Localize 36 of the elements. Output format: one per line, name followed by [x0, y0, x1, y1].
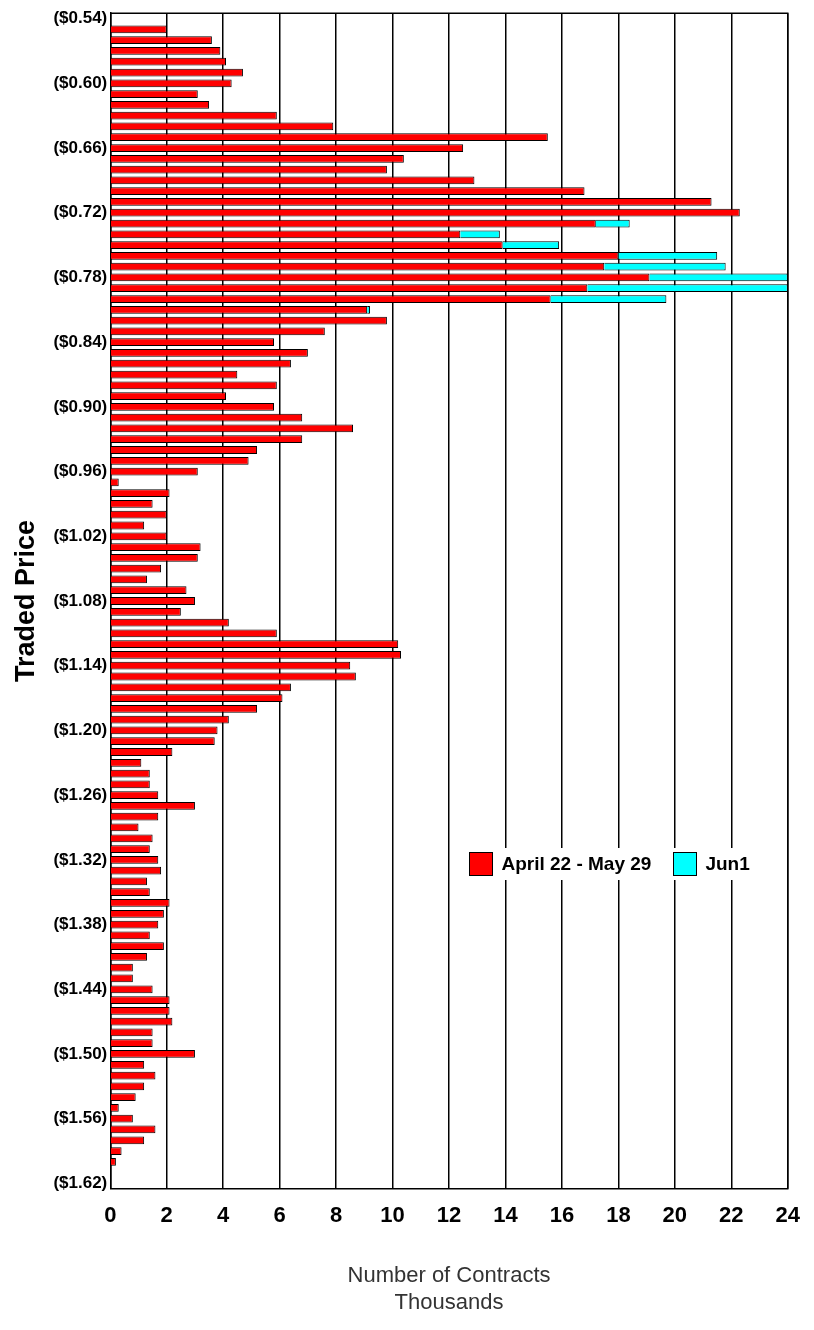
x-tick-label: 4 — [217, 1202, 231, 1228]
y-tick-label: ($1.50) — [53, 1043, 108, 1063]
x-tick-label: 2 — [160, 1202, 173, 1228]
x-tick-label: 18 — [606, 1202, 631, 1228]
y-tick-label: ($1.08) — [53, 590, 108, 610]
y-tick-label: ($1.32) — [53, 849, 108, 869]
x-tick-label: 10 — [380, 1202, 405, 1228]
x-tick-label: 24 — [775, 1202, 801, 1228]
x-tick-label: 0 — [104, 1202, 117, 1228]
y-tick-label: ($0.78) — [53, 267, 108, 287]
y-axis-title: Traded Price — [9, 519, 40, 683]
y-tick-label: ($1.02) — [53, 525, 108, 545]
legend-label: April 22 - May 29 — [501, 852, 652, 875]
y-tick-label: ($0.66) — [53, 137, 108, 157]
y-tick-label: ($0.72) — [53, 202, 108, 222]
y-tick-label: ($0.54) — [53, 8, 108, 28]
x-tick-label: 22 — [719, 1202, 744, 1228]
y-tick-label: ($1.14) — [53, 655, 108, 675]
x-tick-label: 16 — [549, 1202, 575, 1228]
x-axis-title: Number of Contracts Thousands — [347, 1262, 551, 1314]
x-tick-label: 20 — [662, 1202, 688, 1228]
y-tick-label: ($1.26) — [53, 784, 108, 804]
y-tick-label: ($0.60) — [53, 72, 108, 92]
y-tick-label: ($1.56) — [53, 1108, 108, 1128]
legend-label: Jun1 — [705, 852, 750, 875]
y-tick-label: ($1.20) — [53, 720, 108, 740]
y-tick-label: ($0.90) — [53, 396, 108, 416]
y-tick-label: ($0.84) — [53, 331, 108, 351]
x-tick-label: 12 — [436, 1202, 462, 1228]
x-tick-label: 6 — [273, 1202, 286, 1228]
x-tick-label: 14 — [493, 1202, 519, 1228]
y-tick-label: ($1.38) — [53, 914, 108, 934]
x-tick-label: 8 — [329, 1202, 343, 1228]
y-tick-label: ($1.44) — [53, 978, 108, 998]
y-tick-label: ($0.96) — [53, 461, 108, 481]
y-tick-label: ($1.62) — [53, 1173, 108, 1193]
